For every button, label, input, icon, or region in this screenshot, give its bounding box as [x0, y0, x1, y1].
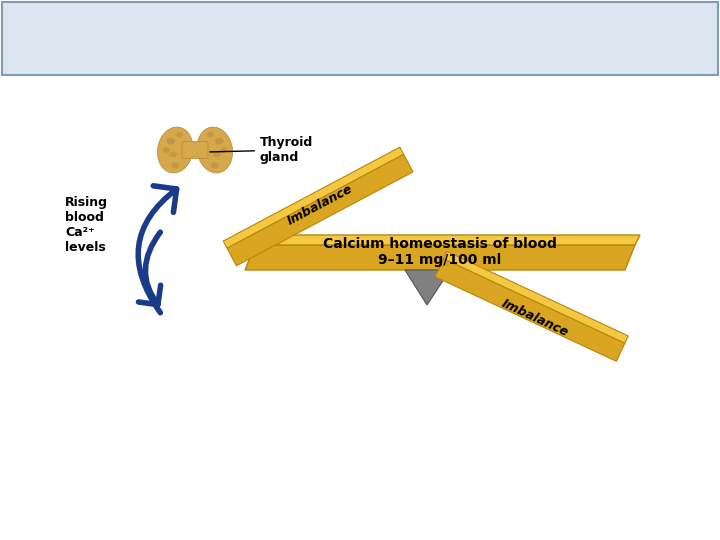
Ellipse shape: [166, 138, 175, 145]
Ellipse shape: [215, 138, 224, 145]
Text: Thyroid
gland: Thyroid gland: [210, 136, 313, 164]
Polygon shape: [245, 245, 635, 270]
Ellipse shape: [171, 162, 179, 168]
Polygon shape: [227, 154, 413, 266]
Ellipse shape: [163, 147, 170, 153]
Polygon shape: [223, 147, 404, 248]
Polygon shape: [405, 270, 450, 305]
Text: Imbalance: Imbalance: [285, 183, 355, 228]
Text: Rising
blood
Ca²⁺
levels: Rising blood Ca²⁺ levels: [65, 196, 108, 254]
Ellipse shape: [213, 152, 221, 157]
FancyArrowPatch shape: [138, 186, 176, 313]
Polygon shape: [444, 252, 629, 343]
Polygon shape: [435, 259, 625, 361]
Polygon shape: [255, 235, 640, 245]
FancyBboxPatch shape: [2, 2, 718, 75]
Ellipse shape: [220, 147, 227, 153]
Ellipse shape: [158, 127, 193, 173]
Ellipse shape: [211, 162, 219, 168]
Text: Imbalance: Imbalance: [500, 297, 570, 339]
Text: Calcium homeostasis of blood
9–11 mg/100 ml: Calcium homeostasis of blood 9–11 mg/100…: [323, 237, 557, 267]
Ellipse shape: [169, 152, 177, 157]
FancyArrowPatch shape: [138, 232, 161, 305]
FancyBboxPatch shape: [182, 141, 208, 159]
Ellipse shape: [207, 132, 214, 137]
Ellipse shape: [197, 127, 233, 173]
Ellipse shape: [176, 132, 183, 137]
